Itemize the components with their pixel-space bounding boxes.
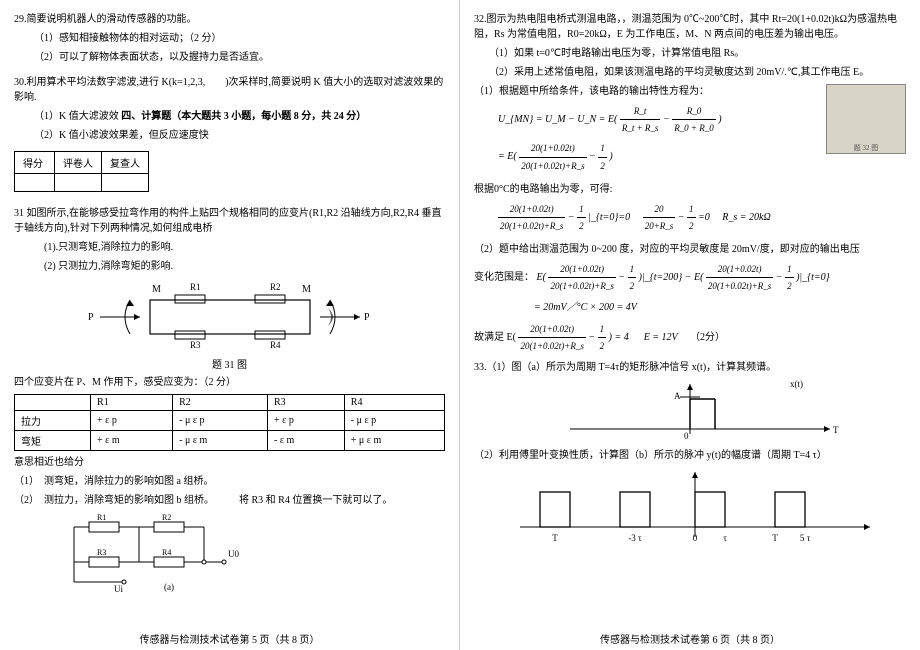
q32-f5: 故满足 E( 20(1+0.02t)20(1+0.02t)+R_s − 12 )… [474, 321, 906, 354]
section4-title: 四、计算题（本大题共 3 小题，每小题 8 分，共 24 分） [121, 111, 366, 122]
q31-title: 31 如图所示,在能够感受拉弯作用的构件上贴四个规格相同的应变片(R1,R2 沿… [14, 206, 445, 236]
svg-text:R3: R3 [190, 340, 201, 350]
svg-text:T: T [772, 533, 778, 543]
q33-sub2: （2）利用傅里叶变换性质，计算图（b）所示的脉冲 y(t)的幅度谱（周期 T=4… [474, 448, 906, 463]
beam-diagram: R1 R2 R3 R4 M M P P [80, 280, 380, 350]
right-column: 32.图示为热电阻电桥式测温电路，，测温范围为 0℃~200℃时，其中 Rt=2… [460, 0, 920, 650]
left-footer: 传感器与检测技术试卷第 5 页（共 8 页） [0, 631, 459, 646]
q31-after2: （1） 测弯矩，消除拉力的影响如图 a 组桥。 [14, 474, 445, 489]
q29-a2: （2）可以了解物体表面状态，以及握持力是否适宜。 [14, 50, 445, 65]
pulse1-diagram: x(t) A 0 T [540, 379, 840, 444]
svg-text:-3 τ: -3 τ [628, 533, 642, 543]
q30-title: 30.利用算术平均法数字滤波,进行 K(k=1,2,3, )次采样时,简要说明 … [14, 75, 445, 105]
bridge-diagram: R1 R2 R3 R4 U0 Ui (a) [54, 512, 254, 594]
svg-text:R2: R2 [270, 282, 281, 292]
left-column: 29.简要说明机器人的滑动传感器的功能。 （1）感知相接触物体的相对运动；（2 … [0, 0, 460, 650]
q29-title: 29.简要说明机器人的滑动传感器的功能。 [14, 12, 445, 27]
svg-text:Ui: Ui [114, 584, 123, 594]
svg-text:0: 0 [684, 431, 689, 441]
q31-s2: (2) 只测拉力,消除弯矩的影响. [14, 259, 445, 274]
svg-text:T: T [833, 425, 839, 435]
score-h1: 得分 [15, 152, 55, 174]
q32-f4: 变化范围是： E( 20(1+0.02t)20(1+0.02t)+R_s − 1… [474, 261, 906, 294]
svg-text:M: M [152, 284, 161, 295]
q32-note1: 根据0°C的电路输出为零，可得: [474, 182, 906, 197]
svg-text:(a): (a) [164, 582, 174, 592]
q32-title: 32.图示为热电阻电桥式测温电路，，测温范围为 0℃~200℃时，其中 Rt=2… [474, 12, 906, 42]
svg-text:P: P [364, 312, 370, 323]
pulse2-diagram: T -3 τ 0 τ T 5 τ [500, 467, 880, 552]
q32-f4-res: = 20mV／°C × 200 = 4V [534, 299, 906, 317]
svg-text:P: P [88, 312, 94, 323]
q32-s1: （1）如果 t=0℃时电路输出电压为零，计算常值电阻 Rs。 [474, 46, 906, 61]
svg-text:τ: τ [723, 533, 727, 543]
svg-text:R3: R3 [97, 548, 106, 557]
svg-text:A: A [674, 391, 681, 401]
q31-s1: (1).只测弯矩,消除拉力的影响. [14, 240, 445, 255]
q31-fig-label: 题 31 图 [14, 356, 445, 371]
score-h3: 复查人 [102, 152, 149, 174]
q32-p2: （2）题中给出测温范围为 0~200 度，对应的平均灵敏度是 20mV/度，即对… [474, 242, 906, 257]
svg-text:R4: R4 [162, 548, 171, 557]
svg-text:R1: R1 [97, 513, 106, 522]
svg-text:x(t): x(t) [790, 379, 803, 389]
q31-after1: 意思相近也给分 [14, 455, 445, 470]
score-h2: 评卷人 [55, 152, 102, 174]
q30-line1: （1）K 值大滤波效 四、计算题（本大题共 3 小题，每小题 8 分，共 24 … [14, 109, 445, 124]
svg-text:T: T [552, 533, 558, 543]
svg-text:R4: R4 [270, 340, 281, 350]
q32-f3: 20(1+0.02t)20(1+0.02t)+R_s − 12 |_{t=0}=… [498, 201, 906, 234]
q31-note: 四个应变片在 P、M 作用下，感受应变为：（2 分） [14, 375, 445, 390]
circuit-thumbnail: 题 32 图 [826, 84, 906, 154]
svg-text:R1: R1 [190, 282, 201, 292]
q29-a1: （1）感知相接触物体的相对运动；（2 分） [14, 31, 445, 46]
q30-a1: （1）K 值大滤波效 [34, 111, 119, 122]
svg-text:M: M [302, 284, 311, 295]
svg-text:0: 0 [693, 533, 698, 543]
q32-s2: （2）采用上述常值电阻，如果该测温电路的平均灵敏度达到 20mV/.℃,其工作电… [474, 65, 906, 80]
q30-a2: （2）K 值小滤波效果差，但反应速度快 [14, 128, 445, 143]
strain-table: R1 R2 R3 R4 拉力 + ε p - μ ε p + ε p - μ ε… [14, 394, 445, 451]
right-footer: 传感器与检测技术试卷第 6 页（共 8 页） [460, 631, 920, 646]
svg-text:R2: R2 [162, 513, 171, 522]
q33-title: 33.（1）图（a）所示为周期 T=4τ的矩形脉冲信号 x(t)，计算其频谱。 [474, 360, 906, 375]
score-table: 得分 评卷人 复查人 [14, 151, 149, 192]
svg-text:5 τ: 5 τ [800, 533, 811, 543]
q31-after3: （2） 测拉力，消除弯矩的影响如图 b 组桥。 将 R3 和 R4 位置换一下就… [14, 493, 445, 508]
svg-text:U0: U0 [228, 549, 239, 559]
